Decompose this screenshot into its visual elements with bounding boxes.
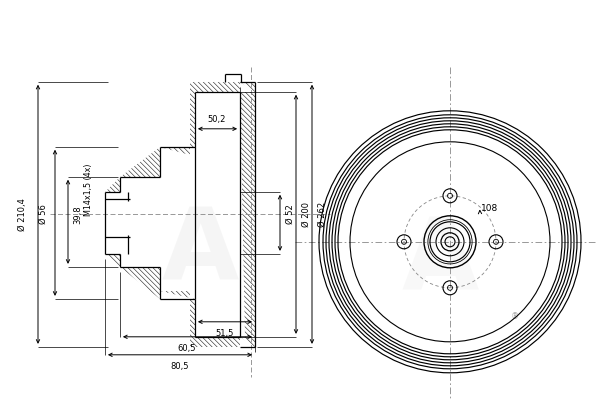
Text: ®: ® bbox=[511, 312, 519, 321]
Text: 50,2: 50,2 bbox=[208, 115, 226, 124]
Text: A: A bbox=[161, 203, 239, 300]
Text: Ø 262: Ø 262 bbox=[317, 202, 326, 227]
Text: 51,5: 51,5 bbox=[216, 329, 234, 338]
Text: 24.0220-0016.1: 24.0220-0016.1 bbox=[230, 9, 389, 27]
Text: Ø 210,4: Ø 210,4 bbox=[17, 198, 26, 231]
Text: Ø 52: Ø 52 bbox=[286, 204, 295, 224]
Text: 60,5: 60,5 bbox=[178, 344, 196, 353]
Text: M14x1,5 (4x): M14x1,5 (4x) bbox=[85, 164, 94, 216]
Text: 39,8: 39,8 bbox=[74, 205, 83, 224]
Text: 108: 108 bbox=[481, 204, 499, 213]
Text: 80,5: 80,5 bbox=[171, 362, 189, 371]
Text: A: A bbox=[401, 213, 479, 310]
Text: 480018: 480018 bbox=[452, 9, 527, 27]
Text: Ø 56: Ø 56 bbox=[38, 204, 47, 224]
Text: Ø 200: Ø 200 bbox=[302, 202, 311, 227]
